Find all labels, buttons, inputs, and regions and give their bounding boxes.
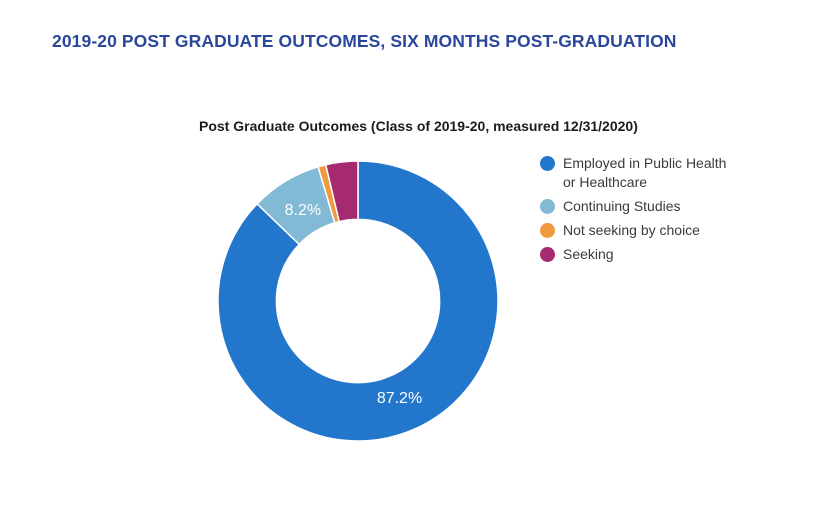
legend-label: Seeking [563, 246, 614, 262]
legend-marker-icon [540, 156, 555, 171]
donut-plot: 87.2% 8.2% [217, 160, 499, 442]
donut-segment-4 [325, 160, 359, 223]
legend-label: Not seeking by choice [563, 222, 700, 238]
donut-segment-1 [217, 160, 499, 442]
page-title: 2019-20 POST GRADUATE OUTCOMES, SIX MONT… [52, 31, 677, 51]
chart-legend: Employed in Public Health or Healthcare C… [540, 154, 740, 269]
legend-marker-icon [540, 223, 555, 238]
legend-item-4: Seeking [540, 245, 740, 264]
legend-label: Employed in Public Health or Healthcare [563, 155, 727, 190]
data-label-segment-2: 8.2% [285, 202, 321, 219]
legend-item-3: Not seeking by choice [540, 221, 740, 240]
legend-marker-icon [540, 199, 555, 214]
chart-title: Post Graduate Outcomes (Class of 2019-20… [199, 118, 638, 134]
legend-item-1: Employed in Public Health or Healthcare [540, 154, 740, 192]
legend-item-2: Continuing Studies [540, 197, 740, 216]
legend-label: Continuing Studies [563, 198, 681, 214]
data-label-segment-1: 87.2% [377, 390, 422, 407]
legend-marker-icon [540, 247, 555, 262]
